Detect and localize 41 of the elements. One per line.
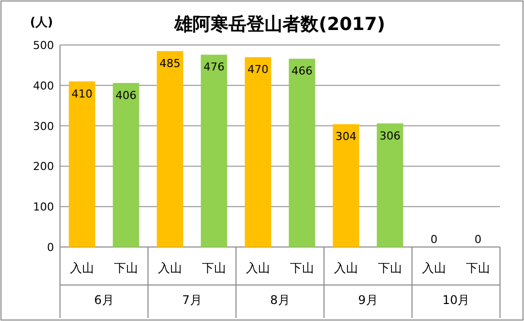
x-tick-label: 下山 (290, 261, 314, 275)
y-tick-label: 0 (47, 241, 54, 254)
data-label: 406 (116, 88, 136, 102)
data-label: 306 (380, 129, 400, 142)
y-tick-label: 200 (33, 160, 54, 174)
data-label: 485 (160, 57, 180, 70)
y-tick-label: 300 (33, 120, 54, 133)
bar (376, 123, 404, 247)
y-axis-title: (人) (30, 15, 53, 29)
data-label: 0 (474, 233, 482, 246)
y-tick-label: 500 (33, 39, 54, 52)
data-label: 466 (292, 64, 312, 78)
x-tick-label: 入山 (70, 261, 94, 275)
x-tick-label: 下山 (466, 261, 490, 275)
bar (156, 51, 184, 247)
y-tick-label: 100 (33, 200, 54, 214)
bar (68, 81, 96, 247)
bar (288, 58, 316, 247)
bar (200, 54, 228, 247)
data-label: 0 (430, 233, 438, 246)
text: 8月 (270, 293, 290, 307)
x-tick-label: 下山 (114, 261, 138, 275)
text: 6月 (94, 293, 114, 307)
x-tick-label: 入山 (246, 261, 270, 275)
chart-title: 雄阿寒岳登山者数(2017) (174, 14, 386, 35)
x-tick-label: 下山 (202, 261, 226, 275)
bar (112, 82, 140, 247)
data-label: 476 (204, 60, 224, 74)
x-tick-label: 入山 (334, 261, 358, 275)
data-label: 410 (72, 87, 92, 100)
x-tick-label: 入山 (158, 261, 182, 275)
bar (332, 124, 360, 247)
y-tick-label: 400 (33, 79, 54, 92)
text: 9月 (358, 293, 378, 307)
x-tick-label: 下山 (378, 261, 402, 275)
x-tick-label: 入山 (422, 261, 446, 275)
text: 10月 (442, 293, 470, 307)
text: 7月 (182, 293, 202, 307)
bar (244, 57, 272, 247)
data-label: 304 (336, 130, 356, 144)
data-label: 470 (248, 63, 268, 76)
